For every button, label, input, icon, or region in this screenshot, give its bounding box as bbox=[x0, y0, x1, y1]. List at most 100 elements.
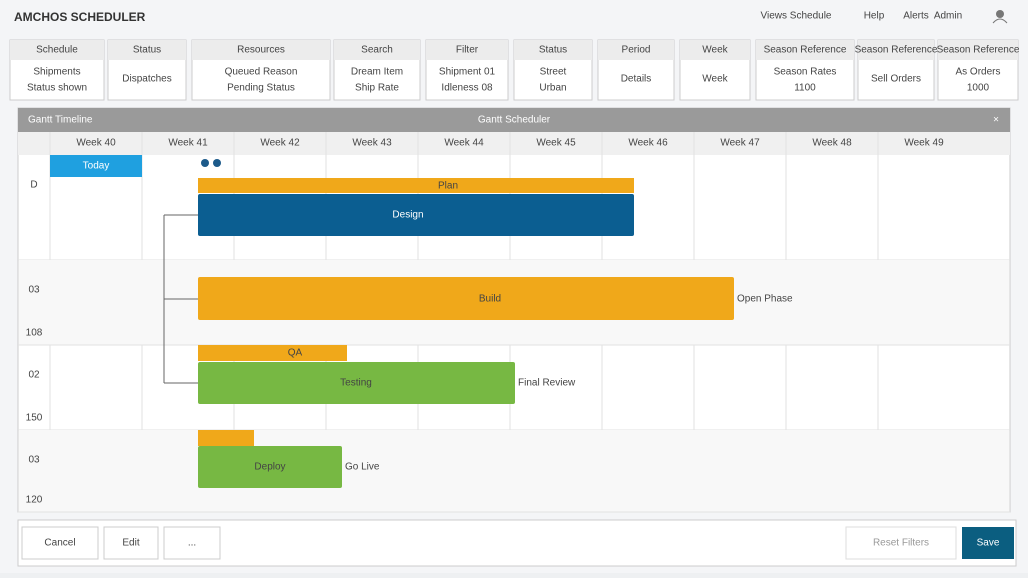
filter-label: Status bbox=[539, 45, 567, 56]
row-sub-label: 150 bbox=[26, 413, 43, 424]
row-label: 03 bbox=[28, 285, 40, 296]
filter-card-header bbox=[858, 40, 934, 60]
reset-label: Reset Filters bbox=[873, 538, 929, 549]
bar-note: Final Review bbox=[518, 378, 576, 389]
bar-label: Plan bbox=[438, 181, 458, 192]
bar-label: Testing bbox=[340, 378, 372, 389]
bar-testing[interactable] bbox=[198, 362, 515, 404]
filter-card-header bbox=[426, 40, 508, 60]
bar-build[interactable] bbox=[198, 277, 734, 320]
footer-button-label: Edit bbox=[122, 538, 139, 549]
column-header: Week 48 bbox=[812, 138, 852, 149]
row-sub-label: 120 bbox=[26, 495, 43, 506]
filter-value: Idleness 08 bbox=[441, 83, 493, 94]
column-header: Week 47 bbox=[720, 138, 760, 149]
bar-label: Deploy bbox=[254, 462, 285, 473]
filter-card-header bbox=[10, 40, 104, 60]
filter-value: Dispatches bbox=[122, 74, 171, 85]
column-header: Week 40 bbox=[76, 138, 116, 149]
filter-value: Shipment 01 bbox=[439, 67, 496, 78]
column-header: Week 44 bbox=[444, 138, 484, 149]
filter-value: Dream Item bbox=[351, 67, 403, 78]
filter-value: Details bbox=[621, 74, 652, 85]
column-header: Week 42 bbox=[260, 138, 300, 149]
bar-note: Open Phase bbox=[737, 294, 793, 305]
app-title: AMCHOS SCHEDULER bbox=[14, 10, 146, 24]
filter-card-header bbox=[108, 40, 186, 60]
filter-label: Schedule bbox=[36, 45, 78, 56]
filter-label: Status bbox=[133, 45, 161, 56]
bar-label: QA bbox=[288, 348, 303, 359]
today-label: Today bbox=[83, 161, 110, 172]
gantt-left-title: Gantt Timeline bbox=[28, 115, 93, 126]
bar-small[interactable] bbox=[198, 430, 254, 446]
filter-label: Search bbox=[361, 45, 393, 56]
nav-item[interactable]: Admin bbox=[934, 11, 962, 22]
user-icon-body bbox=[992, 18, 1008, 24]
row-label: D bbox=[30, 180, 37, 191]
bar-deploy[interactable] bbox=[198, 446, 342, 488]
dependency-lines bbox=[163, 214, 198, 384]
filter-value: Queued Reason bbox=[225, 67, 298, 78]
filter-value: As Orders bbox=[955, 67, 1000, 78]
filter-label: Filter bbox=[456, 45, 479, 56]
bar-label: Build bbox=[479, 294, 501, 305]
filter-label: Week bbox=[702, 45, 728, 56]
row-stripe bbox=[19, 430, 1009, 512]
footer-button-label: ... bbox=[188, 538, 196, 549]
filter-label: Resources bbox=[237, 45, 285, 56]
footer-button[interactable] bbox=[163, 526, 221, 560]
filter-value: Pending Status bbox=[227, 83, 295, 94]
row-label: 02 bbox=[28, 370, 40, 381]
column-header: Week 49 bbox=[904, 138, 944, 149]
filter-value: Season Rates bbox=[774, 67, 837, 78]
bar-note: Go Live bbox=[345, 462, 380, 473]
filter-value: Ship Rate bbox=[355, 83, 399, 94]
filter-value: Week bbox=[702, 74, 728, 85]
bar-design[interactable] bbox=[198, 194, 634, 236]
filter-value: 1100 bbox=[794, 83, 816, 94]
filter-label: Season Reference bbox=[764, 45, 847, 56]
filter-card-header bbox=[938, 40, 1018, 60]
user-icon[interactable] bbox=[996, 10, 1004, 18]
column-header-row bbox=[18, 132, 1010, 155]
column-header: Week 45 bbox=[536, 138, 576, 149]
filter-card-header bbox=[598, 40, 674, 60]
filter-value: 1000 bbox=[967, 83, 990, 94]
bar-qa[interactable] bbox=[198, 345, 347, 361]
bar-label: Design bbox=[392, 210, 423, 221]
footer-button[interactable] bbox=[103, 526, 159, 560]
filter-label: Period bbox=[622, 45, 651, 56]
column-header: Week 46 bbox=[628, 138, 668, 149]
gantt-title: Gantt Scheduler bbox=[478, 115, 551, 126]
filter-value: Sell Orders bbox=[871, 74, 921, 85]
row-sub-label: 108 bbox=[26, 328, 43, 339]
indicator bbox=[213, 159, 221, 167]
footer-button[interactable] bbox=[21, 526, 99, 560]
filter-label: Season Reference bbox=[937, 45, 1020, 56]
column-header: Week 41 bbox=[168, 138, 208, 149]
filter-value: Urban bbox=[539, 83, 566, 94]
close-icon[interactable]: × bbox=[993, 115, 999, 126]
save-label: Save bbox=[977, 538, 1000, 549]
filter-value: Status shown bbox=[27, 83, 87, 94]
filter-value: Shipments bbox=[33, 67, 80, 78]
filter-value: Street bbox=[540, 67, 567, 78]
reset-button[interactable] bbox=[845, 526, 957, 560]
save-button[interactable] bbox=[962, 527, 1014, 559]
filter-card-header bbox=[756, 40, 854, 60]
footer-button-label: Cancel bbox=[44, 538, 75, 549]
nav-item[interactable]: Views Schedule bbox=[761, 11, 832, 22]
bar-plan[interactable] bbox=[198, 178, 634, 193]
filter-card-header bbox=[680, 40, 750, 60]
today-cell[interactable] bbox=[50, 155, 142, 177]
filter-card-header bbox=[192, 40, 330, 60]
nav-item[interactable]: Help bbox=[864, 11, 885, 22]
row-label: 03 bbox=[28, 455, 40, 466]
filter-label: Season Reference bbox=[855, 45, 938, 56]
filter-card-header bbox=[514, 40, 592, 60]
filter-card-header bbox=[334, 40, 420, 60]
nav-item[interactable]: Alerts bbox=[903, 11, 929, 22]
gantt-header bbox=[18, 108, 1010, 132]
